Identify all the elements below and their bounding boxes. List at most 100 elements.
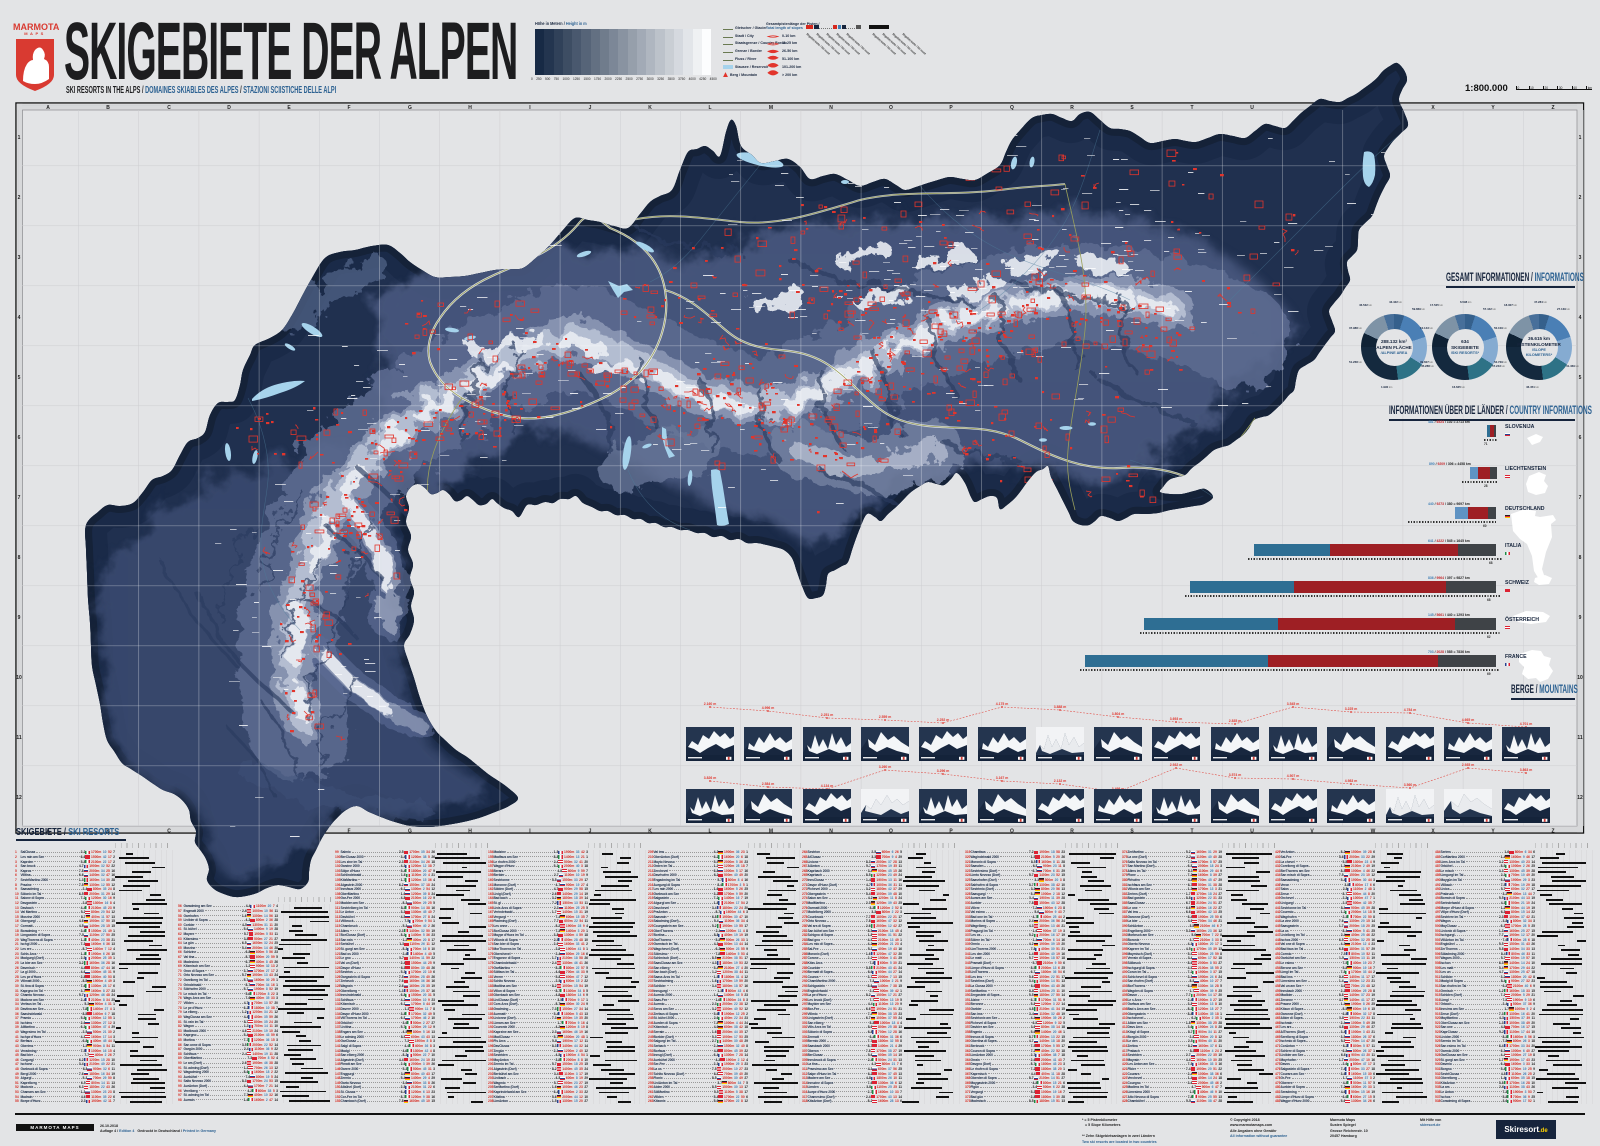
svg-text:F: F xyxy=(347,105,350,111)
svg-text:4.784 m: 4.784 m xyxy=(1404,708,1416,712)
svg-text:4.507 m: 4.507 m xyxy=(1287,774,1299,778)
svg-text:X: X xyxy=(1431,105,1435,111)
svg-text:3.574 m: 3.574 m xyxy=(1229,773,1241,777)
svg-text:E: E xyxy=(287,105,291,111)
svg-text:1: 1 xyxy=(1579,135,1582,141)
svg-text:Q: Q xyxy=(1010,828,1014,834)
svg-text:4.983 m: 4.983 m xyxy=(1345,779,1357,783)
svg-text:4: 4 xyxy=(1579,315,1582,321)
svg-text:6: 6 xyxy=(1579,435,1582,441)
svg-text:T: T xyxy=(1190,105,1193,111)
svg-text:3.260 m: 3.260 m xyxy=(879,765,891,769)
svg-text:8: 8 xyxy=(1579,555,1582,561)
svg-text:2.835 m: 2.835 m xyxy=(1229,719,1241,723)
svg-text:2.160 m: 2.160 m xyxy=(704,702,716,706)
svg-text:N: N xyxy=(829,828,833,834)
svg-text:L: L xyxy=(708,105,711,111)
svg-text:O: O xyxy=(889,105,893,111)
svg-text:8: 8 xyxy=(18,555,21,561)
svg-text:N: N xyxy=(829,105,833,111)
svg-text:3.167 m: 3.167 m xyxy=(996,776,1008,780)
svg-text:4: 4 xyxy=(18,315,21,321)
svg-text:K: K xyxy=(648,828,652,834)
svg-text:4.175 m: 4.175 m xyxy=(996,702,1008,706)
svg-text:C: C xyxy=(167,828,171,834)
svg-text:V: V xyxy=(1310,828,1314,834)
svg-text:2.932 m: 2.932 m xyxy=(1170,763,1182,767)
svg-text:2: 2 xyxy=(18,195,21,201)
svg-text:6: 6 xyxy=(18,435,21,441)
svg-text:A: A xyxy=(46,828,50,834)
svg-text:M: M xyxy=(769,105,773,111)
svg-text:I: I xyxy=(529,828,531,834)
svg-text:G: G xyxy=(408,105,412,111)
svg-text:B: B xyxy=(106,828,110,834)
svg-text:M: M xyxy=(769,828,773,834)
svg-text:10: 10 xyxy=(1577,675,1583,681)
svg-text:4.665 m: 4.665 m xyxy=(1462,718,1474,722)
svg-text:Q: Q xyxy=(1010,105,1014,111)
svg-text:11: 11 xyxy=(1577,735,1583,741)
svg-text:3.693 m: 3.693 m xyxy=(1170,717,1182,721)
svg-text:B: B xyxy=(106,105,110,111)
svg-text:D: D xyxy=(227,105,231,111)
svg-text:1: 1 xyxy=(18,135,21,141)
svg-text:12: 12 xyxy=(16,795,22,801)
svg-text:A: A xyxy=(46,105,50,111)
svg-text:Y: Y xyxy=(1491,105,1495,111)
svg-text:9: 9 xyxy=(18,615,21,621)
svg-text:Z: Z xyxy=(1551,105,1554,111)
svg-text:T: T xyxy=(1190,828,1193,834)
svg-text:U: U xyxy=(1250,105,1254,111)
svg-text:5: 5 xyxy=(18,375,21,381)
svg-text:3: 3 xyxy=(1579,255,1582,261)
svg-text:3.545 m: 3.545 m xyxy=(1287,702,1299,706)
svg-text:I: I xyxy=(529,105,531,111)
svg-text:H: H xyxy=(468,828,472,834)
svg-text:W: W xyxy=(1371,828,1376,834)
svg-text:11: 11 xyxy=(16,735,22,741)
svg-text:12: 12 xyxy=(1577,795,1583,801)
svg-text:9: 9 xyxy=(1579,615,1582,621)
svg-text:R: R xyxy=(1070,828,1074,834)
svg-text:10: 10 xyxy=(16,675,22,681)
svg-text:Y: Y xyxy=(1491,828,1495,834)
svg-text:3: 3 xyxy=(18,255,21,261)
svg-text:2.584 m: 2.584 m xyxy=(762,782,774,786)
svg-text:X: X xyxy=(1431,828,1435,834)
svg-text:4.996 m: 4.996 m xyxy=(762,706,774,710)
svg-text:J: J xyxy=(589,105,592,111)
svg-text:J: J xyxy=(589,828,592,834)
svg-text:5: 5 xyxy=(1579,375,1582,381)
svg-text:3.560 m: 3.560 m xyxy=(1404,783,1416,787)
svg-text:3.826 m: 3.826 m xyxy=(704,776,716,780)
svg-text:4.701 m: 4.701 m xyxy=(1520,722,1532,726)
svg-text:7: 7 xyxy=(18,495,21,501)
svg-text:F: F xyxy=(347,828,350,834)
svg-text:2.935 m: 2.935 m xyxy=(1462,763,1474,767)
svg-text:4.134 m: 4.134 m xyxy=(821,784,833,788)
svg-text:P: P xyxy=(949,828,953,834)
svg-text:7: 7 xyxy=(1579,495,1582,501)
svg-text:H: H xyxy=(468,105,472,111)
svg-text:L: L xyxy=(708,828,711,834)
svg-text:2.132 m: 2.132 m xyxy=(1054,779,1066,783)
svg-text:G: G xyxy=(408,828,412,834)
svg-text:2.251 m: 2.251 m xyxy=(821,713,833,717)
svg-text:2.559 m: 2.559 m xyxy=(879,715,891,719)
svg-text:3.804 m: 3.804 m xyxy=(1112,712,1124,716)
svg-text:3.863 m: 3.863 m xyxy=(1520,768,1532,772)
svg-text:3.296 m: 3.296 m xyxy=(937,769,949,773)
svg-text:R: R xyxy=(1070,105,1074,111)
svg-text:3.888 m: 3.888 m xyxy=(1054,705,1066,709)
svg-text:K: K xyxy=(648,105,652,111)
svg-text:S: S xyxy=(1130,105,1134,111)
svg-text:S: S xyxy=(1130,828,1134,834)
svg-text:O: O xyxy=(889,828,893,834)
svg-text:C: C xyxy=(167,105,171,111)
svg-text:P: P xyxy=(949,105,953,111)
svg-text:2: 2 xyxy=(1579,195,1582,201)
svg-text:Z: Z xyxy=(1551,828,1554,834)
svg-text:3.225 m: 3.225 m xyxy=(1345,707,1357,711)
svg-text:U: U xyxy=(1250,828,1254,834)
